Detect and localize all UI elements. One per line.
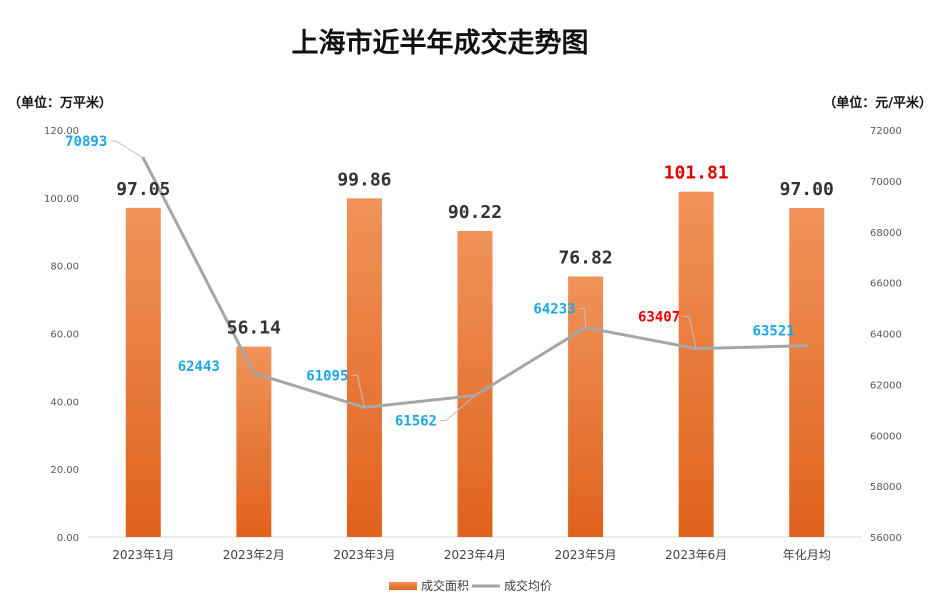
- bar: [789, 208, 825, 537]
- category-label: 年化月均: [783, 548, 831, 562]
- leader-line: [110, 140, 144, 159]
- legend-line-label: 成交均价: [504, 578, 552, 593]
- legend-bar-label: 成交面积: [421, 578, 469, 593]
- category-axis: 2023年1月 2023年2月 2023年3月 2023年4月 2023年5月 2023年…: [112, 548, 831, 562]
- price-value-label: 61095: [306, 368, 348, 384]
- category-label: 2023年6月: [665, 548, 727, 562]
- leader-line: [351, 374, 365, 408]
- price-value-label: 64233: [533, 302, 575, 318]
- bar-value-label: 97.05: [116, 179, 170, 200]
- bar: [346, 198, 382, 537]
- right-axis-unit: （单位：元/平米）: [823, 95, 932, 111]
- chart-title: 上海市近半年成交走势图: [292, 27, 589, 59]
- category-label: 2023年5月: [554, 548, 616, 562]
- bar-value-labels: 97.05 56.14 99.86 90.22 76.82 101.81 97.00: [116, 163, 834, 339]
- right-tick-label: 72000: [870, 126, 902, 137]
- left-tick-label: 80.00: [50, 262, 79, 273]
- legend-bar-swatch: [389, 582, 417, 590]
- line-value-labels: 70893 62443 61095 61562 64233 63407 63521: [65, 134, 795, 429]
- right-tick-label: 58000: [870, 482, 902, 493]
- right-tick-label: 68000: [870, 228, 902, 239]
- left-tick-label: 40.00: [50, 397, 79, 408]
- category-label: 2023年4月: [444, 548, 506, 562]
- bar-series: [125, 191, 825, 538]
- right-tick-label: 62000: [870, 380, 902, 391]
- category-label: 2023年3月: [333, 548, 395, 562]
- left-axis-unit: （单位：万平米）: [8, 95, 112, 111]
- left-tick-label: 20.00: [50, 465, 79, 476]
- price-value-label: 61562: [395, 414, 437, 430]
- bar-value-label: 76.82: [558, 247, 612, 268]
- category-label: 2023年1月: [112, 548, 174, 562]
- bar: [457, 231, 493, 537]
- label-leader-lines: [110, 140, 697, 422]
- bar: [678, 191, 714, 538]
- right-tick-label: 70000: [870, 177, 902, 188]
- price-point: [805, 344, 809, 348]
- price-value-label: 70893: [65, 134, 107, 150]
- leader-line: [578, 308, 587, 328]
- right-axis: 56000 58000 60000 62000 64000 66000 68000 70000…: [870, 126, 902, 544]
- right-tick-label: 64000: [870, 330, 902, 341]
- bar: [125, 207, 161, 537]
- bar-value-label: 97.00: [780, 179, 834, 200]
- left-tick-label: 0.00: [57, 533, 79, 544]
- right-tick-label: 56000: [870, 533, 902, 544]
- bar: [236, 346, 272, 537]
- bar-value-label: 99.86: [337, 169, 391, 190]
- right-tick-label: 60000: [870, 431, 902, 442]
- left-tick-label: 100.00: [44, 194, 79, 205]
- bar-value-label: 90.22: [448, 202, 502, 223]
- price-value-label: 62443: [178, 359, 220, 375]
- leader-line: [440, 395, 476, 422]
- price-value-label: 63407: [638, 310, 680, 326]
- leader-line: [683, 316, 697, 349]
- bar-value-label: 56.14: [227, 318, 281, 339]
- bar-value-label: 101.81: [664, 163, 729, 184]
- left-axis: 0.00 20.00 40.00 60.00 80.00 100.00 120.00: [44, 126, 79, 544]
- price-point: [252, 371, 256, 375]
- legend: 成交面积 成交均价: [389, 578, 552, 593]
- right-tick-label: 66000: [870, 279, 902, 290]
- left-tick-label: 120.00: [44, 126, 79, 137]
- left-tick-label: 60.00: [50, 330, 79, 341]
- price-value-label: 63521: [753, 324, 795, 340]
- category-label: 2023年2月: [223, 548, 285, 562]
